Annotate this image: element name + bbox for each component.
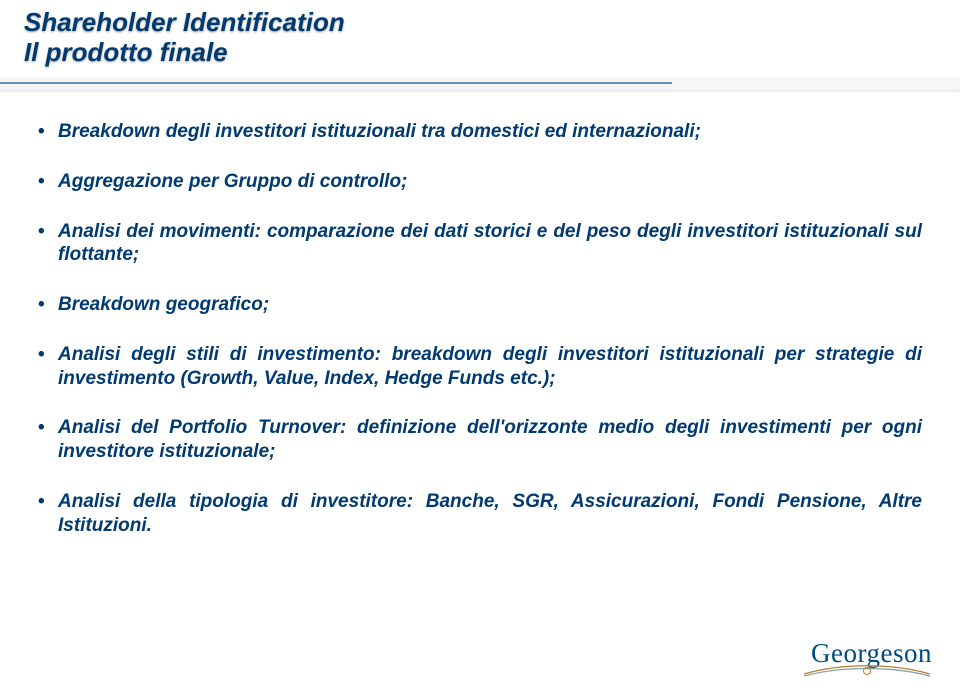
logo-text: Georgeson [811,638,932,668]
accent-line [0,82,672,84]
bullet-item: Analisi del Portfolio Turnover: definizi… [38,416,922,464]
bullet-item: Aggregazione per Gruppo di controllo; [38,170,922,194]
slide-title: Shareholder Identification Il prodotto f… [24,8,936,68]
bullet-list: Breakdown degli investitori istituzional… [38,120,922,537]
bullet-item: Analisi della tipologia di investitore: … [38,490,922,538]
bullet-item: Breakdown geografico; [38,293,922,317]
logo: Georgeson [802,638,932,679]
bullet-item: Breakdown degli investitori istituzional… [38,120,922,144]
accent-divider [0,78,960,100]
accent-bar [0,78,960,90]
bullet-item: Analisi degli stili di investimento: bre… [38,343,922,391]
title-line-1: Shareholder Identification [24,8,936,38]
slide-content: Breakdown degli investitori istituzional… [38,120,922,563]
title-line-2: Il prodotto finale [24,38,936,68]
bullet-item: Analisi dei movimenti: comparazione dei … [38,220,922,268]
